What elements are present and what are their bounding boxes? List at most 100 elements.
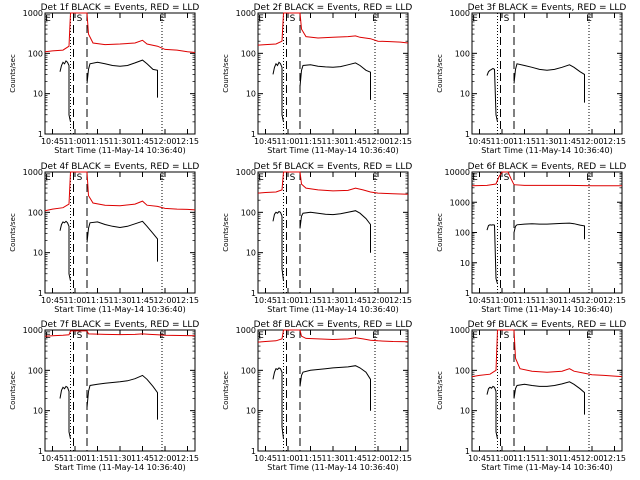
s-marker-label: S bbox=[504, 173, 510, 183]
e-marker-label: E bbox=[472, 14, 478, 24]
chart-title: Det 8f BLACK = Events, RED = LLD bbox=[254, 320, 413, 330]
x-tick-label: 11:15 bbox=[513, 296, 536, 305]
y-tick-label: 1 bbox=[38, 447, 43, 456]
x-tick-label: 12:00 bbox=[366, 296, 389, 305]
events-series-line bbox=[272, 210, 284, 281]
events-series-line bbox=[299, 210, 371, 253]
x-tick-label: 11:00 bbox=[63, 454, 86, 463]
lld-series-line bbox=[257, 12, 409, 46]
e-marker-label: E bbox=[472, 331, 478, 341]
x-tick-label: 10:45 bbox=[254, 454, 277, 463]
y-axis-label: Counts/sec bbox=[222, 371, 230, 410]
plot-frame bbox=[471, 329, 623, 452]
plot-frame bbox=[257, 12, 409, 135]
x-tick-label: 11:45 bbox=[131, 296, 154, 305]
chart-title: Det 2f BLACK = Events, RED = LLD bbox=[254, 3, 413, 13]
y-tick-label: 1 bbox=[251, 289, 256, 298]
e-marker-label: E bbox=[258, 331, 264, 341]
x-axis-label: Start Time (11-May-14 10:36:40) bbox=[267, 146, 398, 155]
s-marker-label: S bbox=[77, 14, 83, 24]
events-series-line bbox=[486, 385, 498, 440]
x-tick-label: 11:15 bbox=[513, 137, 536, 146]
y-tick-label: 10000 bbox=[445, 168, 470, 177]
lld-series-line bbox=[471, 329, 623, 378]
y-tick-label: 1000 bbox=[450, 9, 470, 18]
x-tick-label: 11:00 bbox=[276, 137, 299, 146]
x-tick-label: 11:00 bbox=[490, 137, 513, 146]
x-tick-label: 12:15 bbox=[603, 296, 626, 305]
x-tick-label: 10:45 bbox=[41, 296, 64, 305]
x-tick-label: 11:30 bbox=[321, 137, 344, 146]
y-axis-label: Counts/sec bbox=[9, 54, 17, 93]
chart-title: Det 5f BLACK = Events, RED = LLD bbox=[254, 162, 413, 172]
y-tick-label: 10 bbox=[460, 90, 470, 99]
y-tick-label: 10 bbox=[246, 90, 256, 99]
x-tick-label: 11:45 bbox=[131, 454, 154, 463]
x-tick-label: 11:45 bbox=[344, 296, 367, 305]
e-marker-label: E bbox=[372, 14, 378, 24]
y-tick-label: 1000 bbox=[23, 9, 43, 18]
y-tick-label: 100 bbox=[241, 366, 256, 375]
y-axis-label: Counts/sec bbox=[436, 371, 444, 410]
x-axis-label: Start Time (11-May-14 10:36:40) bbox=[54, 305, 185, 314]
y-tick-label: 10 bbox=[33, 90, 43, 99]
chart-panel-6: Det 6f BLACK = Events, RED = LLD 1 10 100 10… bbox=[436, 162, 626, 314]
y-tick-label: 1 bbox=[251, 447, 256, 456]
e-marker-label: E bbox=[159, 331, 165, 341]
y-tick-label: 10 bbox=[460, 259, 470, 268]
x-axis-label: Start Time (11-May-14 10:36:40) bbox=[267, 463, 398, 472]
y-tick-label: 1 bbox=[251, 130, 256, 139]
y-tick-label: 1 bbox=[38, 130, 43, 139]
y-tick-label: 100 bbox=[455, 366, 470, 375]
x-tick-label: 12:15 bbox=[176, 454, 199, 463]
events-series-line bbox=[299, 62, 371, 100]
chart-title: Det 6f BLACK = Events, RED = LLD bbox=[468, 162, 627, 172]
x-tick-label: 12:00 bbox=[153, 137, 176, 146]
y-axis-label: Counts/sec bbox=[9, 213, 17, 252]
x-tick-label: 11:15 bbox=[299, 296, 322, 305]
s-marker-label: S bbox=[504, 331, 510, 341]
y-tick-label: 1000 bbox=[23, 326, 43, 335]
x-tick-label: 10:45 bbox=[254, 137, 277, 146]
chart-panel-8: Det 8f BLACK = Events, RED = LLD 1 10 100 10… bbox=[222, 320, 412, 472]
x-tick-label: 12:00 bbox=[153, 296, 176, 305]
x-tick-label: 11:00 bbox=[490, 296, 513, 305]
x-tick-label: 11:00 bbox=[63, 296, 86, 305]
events-series-line bbox=[86, 220, 158, 262]
x-tick-label: 11:15 bbox=[86, 454, 109, 463]
e-marker-label: E bbox=[45, 14, 51, 24]
chart-panel-7: Det 7f BLACK = Events, RED = LLD 1 10 100 10… bbox=[9, 320, 199, 472]
x-tick-label: 10:45 bbox=[41, 137, 64, 146]
y-tick-label: 1000 bbox=[450, 326, 470, 335]
x-axis-label: Start Time (11-May-14 10:36:40) bbox=[481, 463, 612, 472]
x-tick-label: 12:15 bbox=[176, 296, 199, 305]
y-axis-label: Counts/sec bbox=[436, 213, 444, 252]
lld-series-line bbox=[44, 171, 196, 212]
x-tick-label: 10:45 bbox=[468, 454, 491, 463]
x-axis-label: Start Time (11-May-14 10:36:40) bbox=[54, 463, 185, 472]
lld-series-line bbox=[471, 171, 622, 187]
x-tick-label: 10:45 bbox=[468, 137, 491, 146]
x-tick-label: 12:00 bbox=[366, 137, 389, 146]
x-tick-label: 11:15 bbox=[299, 137, 322, 146]
chart-panel-9: Det 9f BLACK = Events, RED = LLD 1 10 100 10… bbox=[436, 320, 626, 472]
x-tick-label: 11:30 bbox=[108, 454, 131, 463]
x-tick-label: 11:45 bbox=[558, 296, 581, 305]
y-tick-label: 100 bbox=[28, 49, 43, 58]
x-tick-label: 11:45 bbox=[344, 454, 367, 463]
e-marker-label: E bbox=[372, 331, 378, 341]
x-tick-label: 12:15 bbox=[389, 137, 412, 146]
x-tick-label: 12:00 bbox=[580, 296, 603, 305]
events-series-line bbox=[272, 61, 284, 123]
plot-frame bbox=[44, 12, 196, 135]
e-marker-label: E bbox=[258, 14, 264, 24]
events-series-line bbox=[86, 59, 158, 98]
events-series-line bbox=[513, 222, 585, 240]
y-tick-label: 1000 bbox=[236, 326, 256, 335]
events-series-line bbox=[486, 224, 498, 285]
y-tick-label: 100 bbox=[241, 49, 256, 58]
y-tick-label: 100 bbox=[455, 229, 470, 238]
events-series-line bbox=[59, 385, 71, 440]
y-tick-label: 100 bbox=[455, 49, 470, 58]
